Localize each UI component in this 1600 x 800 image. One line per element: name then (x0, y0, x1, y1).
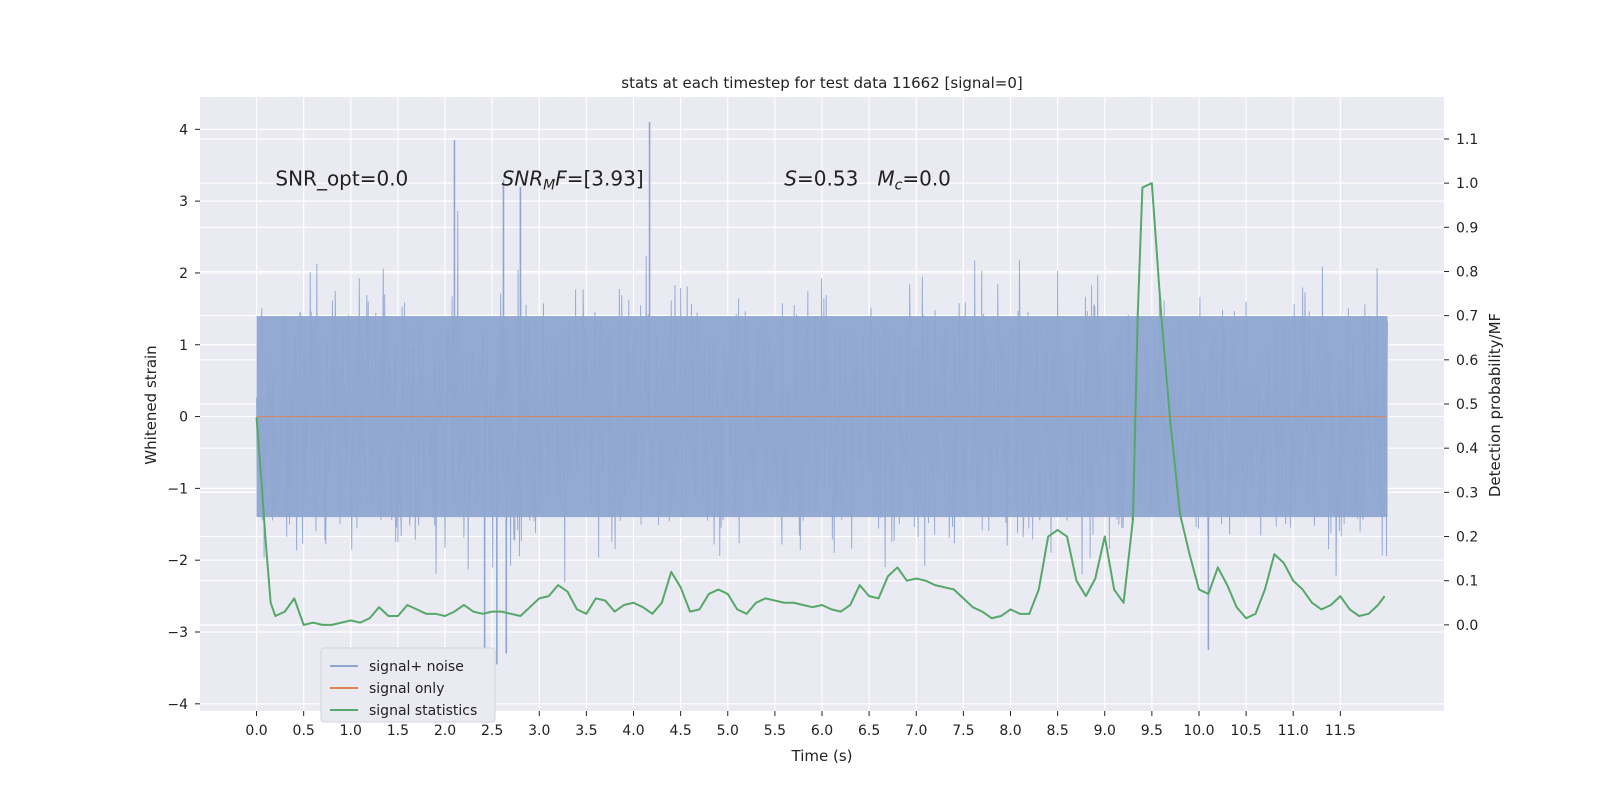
x-tick-label-6: 3.0 (528, 723, 550, 739)
y-right-tick-label-2: 0.2 (1456, 530, 1478, 546)
x-tick-label-7: 3.5 (575, 723, 597, 739)
y-left-tick-label-3: −1 (167, 481, 188, 497)
y-right-tick-label-10: 1.0 (1456, 176, 1478, 192)
y-right-tick-label-7: 0.7 (1456, 309, 1478, 325)
x-tick-label-5: 2.5 (481, 723, 503, 739)
axis-ticks: 0.0 0.5 1.0 1.5 2.0 2.5 3.0 3.5 4.0 4.5 5.0 5.5 6.0 6… (167, 122, 1478, 739)
annotation-s-mc: S=0.53 Mc=0.0 (784, 167, 951, 194)
x-tick-label-14: 7.0 (905, 723, 927, 739)
x-tick-label-11: 5.5 (764, 723, 786, 739)
y-left-tick-label-4: 0 (179, 410, 188, 426)
x-tick-label-9: 4.5 (670, 723, 692, 739)
y-axis-right-label: Detection probability/MF (1486, 313, 1504, 497)
x-axis-label: Time (s) (791, 747, 853, 765)
x-tick-label-23: 11.5 (1325, 723, 1356, 739)
signal-statistics-trace (255, 182, 1386, 626)
y-axis-left-label: Whitened strain (142, 345, 160, 464)
x-tick-label-20: 10.0 (1183, 723, 1214, 739)
legend-box (320, 647, 496, 723)
y-right-tick-label-0: 0.0 (1456, 618, 1478, 634)
signal-statistics-line (255, 182, 1386, 626)
legend-label-0: signal+ noise (369, 659, 464, 675)
y-right-tick-label-8: 0.8 (1456, 264, 1478, 280)
noise-line (256, 210, 1388, 583)
annotations: SNR_opt=0.0 SNRMF=[3.93] S=0.53 Mc=0.0 (275, 167, 951, 194)
annotation-snr-opt: SNR_opt=0.0 (275, 167, 408, 191)
y-right-tick-label-1: 0.1 (1456, 574, 1478, 590)
x-tick-label-13: 6.5 (858, 723, 880, 739)
chart-title: stats at each timestep for test data 116… (621, 74, 1022, 92)
x-tick-label-0: 0.0 (245, 723, 267, 739)
legend-label-1: signal only (369, 681, 444, 697)
x-tick-label-17: 8.5 (1046, 723, 1068, 739)
x-tick-label-3: 1.5 (387, 723, 409, 739)
y-right-tick-label-5: 0.5 (1456, 397, 1478, 413)
legend-label-2: signal statistics (369, 703, 477, 719)
x-tick-label-4: 2.0 (434, 723, 456, 739)
legend: signal+ noise signal only signal statistic… (320, 647, 496, 723)
x-tick-label-10: 5.0 (717, 723, 739, 739)
x-tick-label-12: 6.0 (811, 723, 833, 739)
x-tick-label-19: 9.5 (1141, 723, 1163, 739)
x-tick-label-15: 7.5 (952, 723, 974, 739)
y-left-tick-label-8: 4 (179, 122, 188, 138)
y-right-tick-label-9: 0.9 (1456, 220, 1478, 236)
y-left-tick-label-7: 3 (179, 194, 188, 210)
y-right-tick-label-3: 0.3 (1456, 485, 1478, 501)
annotation-snr-mf: SNRMF=[3.93] (502, 167, 644, 194)
y-left-tick-label-1: −3 (167, 625, 188, 641)
y-left-tick-label-0: −4 (167, 697, 188, 713)
x-tick-label-1: 0.5 (293, 723, 315, 739)
x-tick-label-21: 10.5 (1231, 723, 1262, 739)
x-tick-label-2: 1.0 (340, 723, 362, 739)
y-right-tick-label-11: 1.1 (1456, 132, 1478, 148)
y-right-tick-label-4: 0.4 (1456, 441, 1478, 457)
x-tick-label-16: 8.0 (999, 723, 1021, 739)
y-left-tick-label-6: 2 (179, 266, 188, 282)
y-left-tick-label-2: −2 (167, 553, 188, 569)
x-tick-label-8: 4.0 (622, 723, 644, 739)
x-tick-label-18: 9.0 (1094, 723, 1116, 739)
y-right-tick-label-6: 0.6 (1456, 353, 1478, 369)
y-left-tick-label-5: 1 (179, 338, 188, 354)
x-tick-label-22: 11.0 (1278, 723, 1309, 739)
